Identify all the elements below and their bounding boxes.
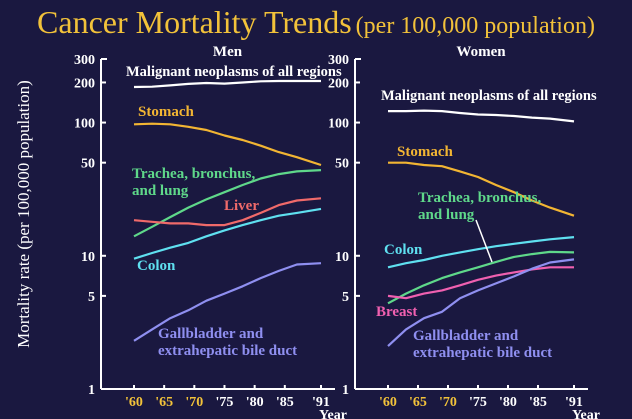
series-label-gallbladder: Gallbladder and — [158, 326, 264, 342]
y-tick-label: 5 — [342, 290, 349, 305]
series-label-lung: and lung — [132, 183, 189, 199]
series-line-lung — [387, 250, 575, 305]
chart-title: Cancer Mortality Trends (per 100,000 pop… — [0, 4, 632, 41]
series-label-all: Malignant neoplasms of all regions — [381, 88, 597, 104]
series-label-stomach: Stomach — [138, 104, 194, 120]
x-axis-label: Year — [572, 408, 600, 419]
chart-title-main: Cancer Mortality Trends — [37, 4, 352, 40]
series-line-colon — [133, 207, 322, 260]
y-tick-label: 5 — [88, 290, 95, 305]
series-label-breast: Breast — [376, 304, 417, 320]
x-tick-label: '91 — [565, 395, 583, 410]
series-label-gallbladder: Gallbladder and — [413, 328, 519, 344]
chart-title-suffix: (per 100,000 population) — [355, 13, 595, 39]
x-tick-label: '85 — [529, 395, 547, 410]
series-label-liver: Liver — [224, 198, 259, 214]
y-tick-label: 1 — [88, 383, 95, 398]
x-tick-label: '65 — [155, 395, 173, 410]
series-label-colon: Colon — [384, 242, 423, 258]
panel-title: Men — [213, 44, 243, 60]
x-axis-label: Year — [319, 408, 347, 419]
series-line-gallbladder — [133, 262, 322, 342]
series-label-gallbladder: extrahepatic bile duct — [158, 343, 297, 359]
series-label-lung: and lung — [418, 207, 475, 223]
y-tick-label: 200 — [74, 76, 95, 91]
series-line-stomach — [133, 122, 322, 167]
x-tick-label: '91 — [312, 395, 330, 410]
series-line-gallbladder — [387, 258, 575, 347]
series-label-gallbladder: extrahepatic bile duct — [413, 345, 552, 361]
series-line-stomach — [388, 161, 575, 217]
series-label-colon: Colon — [137, 258, 176, 274]
series-line-all — [133, 79, 321, 89]
y-tick-label: 100 — [328, 117, 349, 132]
series-label-lung: Trachea, bronchus, — [132, 166, 255, 182]
series-line-all — [388, 109, 575, 123]
y-tick-label: 10 — [335, 250, 349, 265]
x-tick-label: '70 — [185, 395, 203, 410]
x-tick-label: '60 — [379, 395, 397, 410]
x-tick-label: '75 — [469, 395, 487, 410]
y-tick-label: 50 — [335, 157, 349, 172]
series-line-lung — [133, 169, 322, 238]
y-tick-label: 50 — [81, 157, 95, 172]
panel-title: Women — [456, 44, 506, 60]
y-tick-label: 300 — [74, 53, 95, 68]
series-label-lung: Trachea, bronchus, — [418, 190, 541, 206]
y-tick-label: 10 — [81, 250, 95, 265]
series-label-stomach: Stomach — [397, 144, 453, 160]
x-tick-label: '80 — [246, 395, 264, 410]
lung-label-pointer — [475, 219, 493, 263]
y-tick-label: 100 — [74, 117, 95, 132]
series-line-colon — [387, 236, 575, 269]
x-tick-label: '70 — [439, 395, 457, 410]
x-tick-label: '60 — [125, 395, 143, 410]
x-tick-label: '85 — [276, 395, 294, 410]
x-tick-label: '65 — [409, 395, 427, 410]
y-tick-label: 1 — [342, 383, 349, 398]
x-tick-label: '75 — [216, 395, 234, 410]
series-label-all: Malignant neoplasms of all regions — [126, 64, 342, 80]
y-tick-label: 200 — [328, 76, 349, 91]
series-line-breast — [387, 266, 574, 300]
y-tick-label: 300 — [328, 53, 349, 68]
x-tick-label: '80 — [499, 395, 517, 410]
series-line-liver — [133, 197, 322, 227]
